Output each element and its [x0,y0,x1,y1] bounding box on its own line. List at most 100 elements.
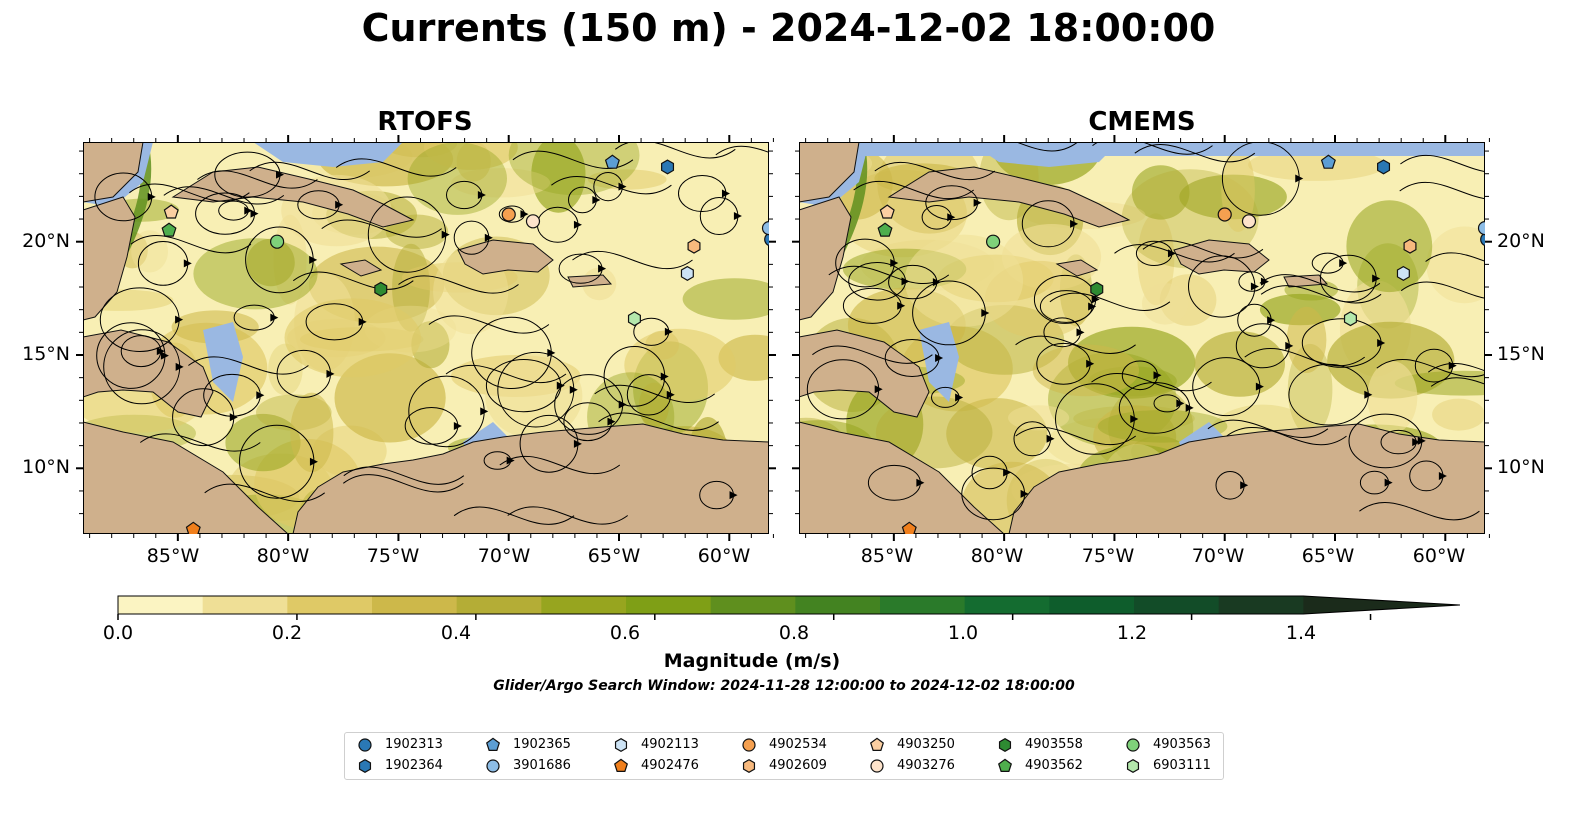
platform-4902113-marker [680,265,694,281]
platform-4903563-marker [270,234,285,249]
platform-4902534-marker [501,207,516,222]
platform-1902364-marker [1377,159,1391,175]
streamline [812,345,933,364]
platform-6903111-marker [627,311,641,327]
streamline-arrow [1086,359,1095,368]
streamline [1207,419,1329,438]
streamline-arrow [244,206,253,215]
colorbar-segment [880,596,966,614]
platform-1902313-marker [1480,232,1485,247]
south-america-land [1008,423,1485,534]
streamline [1430,377,1485,387]
legend-circle-icon [1126,738,1140,752]
streamline-arrow [1070,219,1079,228]
lon-tick-right-75w: 75°W [1081,545,1135,567]
lon-tick-right-85w: 85°W [860,545,914,567]
lon-tick-left-65w: 65°W [587,545,641,567]
map-frame [83,142,769,534]
streamline-arrow [1185,403,1194,412]
streamline-arrow [916,478,925,487]
colorbar [117,595,1460,620]
legend-marker [870,737,884,751]
legend-marker [1126,738,1140,752]
streamline [1399,181,1485,200]
streamline [551,176,672,195]
current-speed-contour [411,321,450,369]
streamline-arrow [598,264,607,273]
colorbar-segment [1134,596,1220,614]
streamline-arrow [1003,468,1012,477]
current-speed-contour [587,169,667,190]
streamline [572,250,693,270]
streamline-arrow [973,198,982,207]
streamline-arrow [618,400,627,409]
streamline [1425,252,1485,262]
current-speed-contour [904,234,1024,327]
streamline [445,364,567,384]
coastal-water [969,142,1119,167]
lake-water [919,322,959,402]
streamline [874,161,996,181]
streamline [1091,372,1212,392]
streamline [197,170,318,189]
streamline-arrow [1377,338,1386,347]
streamline [249,161,370,181]
streamline-arrow [156,347,165,356]
colorbar-tick: 0.4 [440,622,472,644]
jamaica-land [1055,259,1099,277]
colorbar-tick: 0.2 [271,622,303,644]
streamline-arrow [733,212,742,221]
legend-circle-icon [742,738,756,752]
lat-tick-right-10n: 10°N [1497,456,1545,478]
streamline-arrow [520,210,529,219]
streamline-arrow [607,417,616,426]
platform-4902113-marker [1396,265,1410,281]
streamline-arrow [1364,390,1373,399]
colorbar-tick: 0.6 [609,622,641,644]
streamline-arrow [335,200,344,209]
colorbar-segment [287,596,373,614]
current-speed-contour [392,243,430,332]
south-america-land [292,423,769,534]
legend-marker [486,737,500,751]
yucatan-land [83,142,144,203]
streamline-arrow [441,230,450,239]
streamline [1400,281,1485,299]
central-america-land [83,329,214,418]
streamline-arrow [160,351,169,360]
streamline [293,271,414,290]
streamline [1092,142,1213,155]
streamline-arrow [569,385,578,394]
current-speed-contour [1367,361,1418,434]
colorbar-segment [372,596,458,614]
legend-circle-icon [870,759,884,773]
colorbar-tick: 1.2 [1116,622,1148,644]
streamline-arrow [1130,415,1139,424]
streamline-arrow [1295,174,1304,183]
current-speed-contour [1194,331,1285,397]
colorbar-segment [710,596,796,614]
legend-label: 4903562 [1025,758,1083,773]
panel-title-cmems: CMEMS [1088,107,1196,137]
streamline-arrow [506,456,515,465]
platform-4902609-marker [1403,238,1417,254]
colorbar-segment [118,596,204,614]
streamline-arrow [484,233,493,242]
streamline [715,145,769,156]
streamline-arrow [901,277,910,286]
lon-tick-right-80w: 80°W [970,545,1024,567]
colorbar-segment [456,596,542,614]
colorbar-outline [117,595,1460,615]
colorbar-ticks: 0.0 0.2 0.4 0.6 0.8 1.0 1.2 1.4 [0,622,1577,648]
streamline [853,180,974,200]
streamline [1428,362,1485,373]
lat-tick-left-15n: 15°N [22,343,70,365]
legend-label: 6903111 [1153,758,1211,773]
current-speed-contour [1032,344,1140,397]
streamline-arrow [932,278,941,287]
streamline-arrow [309,457,318,466]
legend-marker [614,758,628,772]
central-america-land [83,421,289,534]
platform-1902365-marker [1320,154,1336,169]
cuba-land [887,166,1131,228]
